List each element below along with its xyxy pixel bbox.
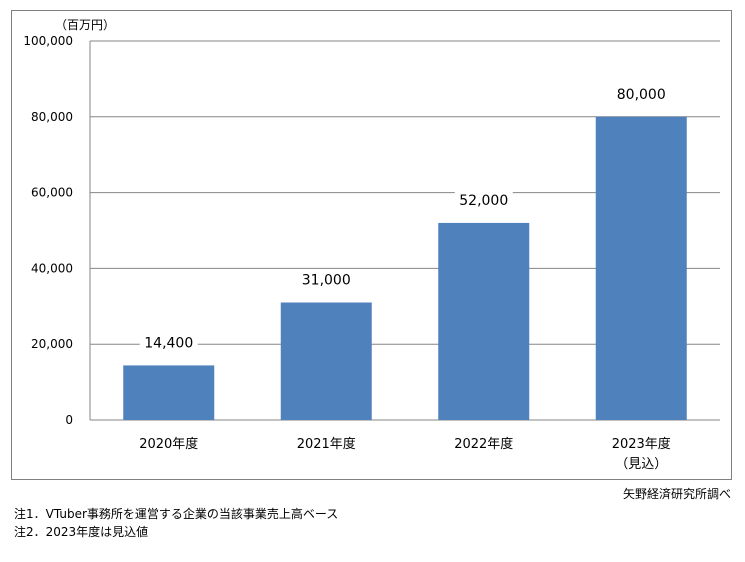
x-category-label: 2022年度 [454,436,513,452]
y-tick-label: 80,000 [31,110,73,124]
data-label-background [297,269,356,290]
x-category-label: 2023年度 [612,436,671,452]
bar [595,116,687,421]
data-label-background [139,332,198,353]
footnote-1: 注1．VTuber事務所を運営する企業の当該事業売上高ベース [14,507,339,521]
footnotes: 注1．VTuber事務所を運営する企業の当該事業売上高ベース 注2．2023年度… [14,505,338,541]
data-label-background [454,189,513,210]
y-axis-ticks: 0 20,000 40,000 60,000 80,000 100,000 [23,34,73,427]
x-category-label: 2021年度 [297,436,356,452]
bar [438,222,530,420]
y-tick-label: 40,000 [31,261,73,275]
data-label: 14,400 [144,335,193,351]
data-label-background [612,83,671,104]
chart-frame [11,10,732,480]
data-label: 80,000 [617,87,666,103]
y-tick-label: 20,000 [31,337,73,351]
y-tick-label: 100,000 [23,34,73,48]
bar [123,365,215,420]
y-axis-unit-label: （百万円） [55,18,115,32]
bars [123,116,687,421]
x-category-sublabel: （見込） [615,457,667,472]
y-tick-label: 60,000 [31,186,73,200]
bar-chart: 0 20,000 40,000 60,000 80,000 100,000 14,400 3… [23,18,720,472]
x-category-label: 2020年度 [139,436,198,452]
data-labels: 14,400 31,000 52,000 80,000 [139,83,671,353]
y-tick-label: 0 [65,413,73,427]
source-credit: 矢野経済研究所調べ [622,487,731,501]
footnote-2: 注2．2023年度は見込値 [14,525,149,539]
bar [280,302,372,420]
x-axis-categories: 2020年度 2021年度 2022年度 2023年度 （見込） [139,436,671,472]
data-label: 31,000 [302,273,351,289]
data-label: 52,000 [459,193,508,209]
